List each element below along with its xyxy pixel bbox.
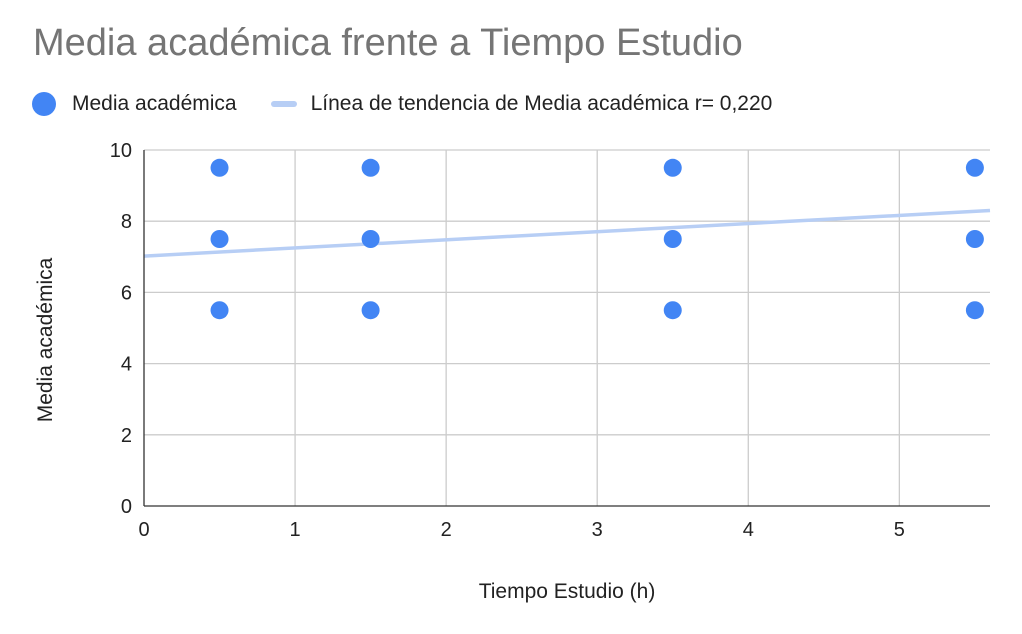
y-tick-label-2: 4	[121, 354, 132, 376]
y-tick-label-1: 2	[121, 425, 132, 447]
data-point-0-7	[663, 230, 682, 248]
data-point-0-5	[361, 301, 380, 320]
x-tick-label-0: 0	[138, 519, 149, 541]
x-tick-label-1: 1	[290, 519, 301, 541]
legend: Media académica Línea de tendencia de Me…	[32, 90, 772, 118]
legend-trendline-label: Línea de tendencia de Media académica r=…	[310, 92, 773, 115]
x-axis-title: Tiempo Estudio (h)	[479, 580, 656, 603]
y-axis-title: Media académica	[34, 257, 57, 422]
data-point-0-4	[361, 230, 380, 248]
data-point-0-8	[663, 301, 682, 320]
data-point-0-9	[965, 158, 984, 177]
data-point-0-11	[965, 301, 984, 320]
data-point-0-2	[210, 301, 229, 320]
legend-trendline-marker-icon	[270, 101, 297, 107]
x-tick-label-4: 4	[743, 519, 754, 541]
y-tick-label-3: 6	[121, 282, 132, 304]
y-tick-label-5: 10	[110, 140, 132, 162]
y-tick-label-0: 0	[121, 496, 132, 518]
data-point-0-3	[361, 158, 380, 177]
trendline-layer	[143, 208, 991, 258]
tick-labels: 0 2 4 6 8 10 0 1 2 3 4 5	[110, 140, 905, 541]
legend-series-marker-icon	[32, 92, 56, 116]
data-point-0-0	[210, 158, 229, 177]
data-point-0-10	[965, 230, 984, 248]
x-tick-label-2: 2	[441, 519, 452, 541]
data-point-0-1	[210, 230, 229, 248]
axes	[143, 150, 990, 507]
chart-title: Media académica frente a Tiempo Estudio	[33, 22, 743, 64]
data-points	[210, 158, 984, 320]
y-tick-label-4: 8	[121, 211, 132, 233]
x-tick-label-5: 5	[894, 519, 905, 541]
x-tick-label-3: 3	[592, 519, 603, 541]
trendline	[143, 208, 991, 258]
legend-series-label: Media académica	[72, 92, 237, 115]
gridlines	[144, 149, 990, 506]
legend-item-series[interactable]: Media académica	[32, 92, 237, 116]
legend-item-trendline[interactable]: Línea de tendencia de Media académica r=…	[237, 92, 773, 116]
data-point-0-6	[663, 158, 682, 177]
